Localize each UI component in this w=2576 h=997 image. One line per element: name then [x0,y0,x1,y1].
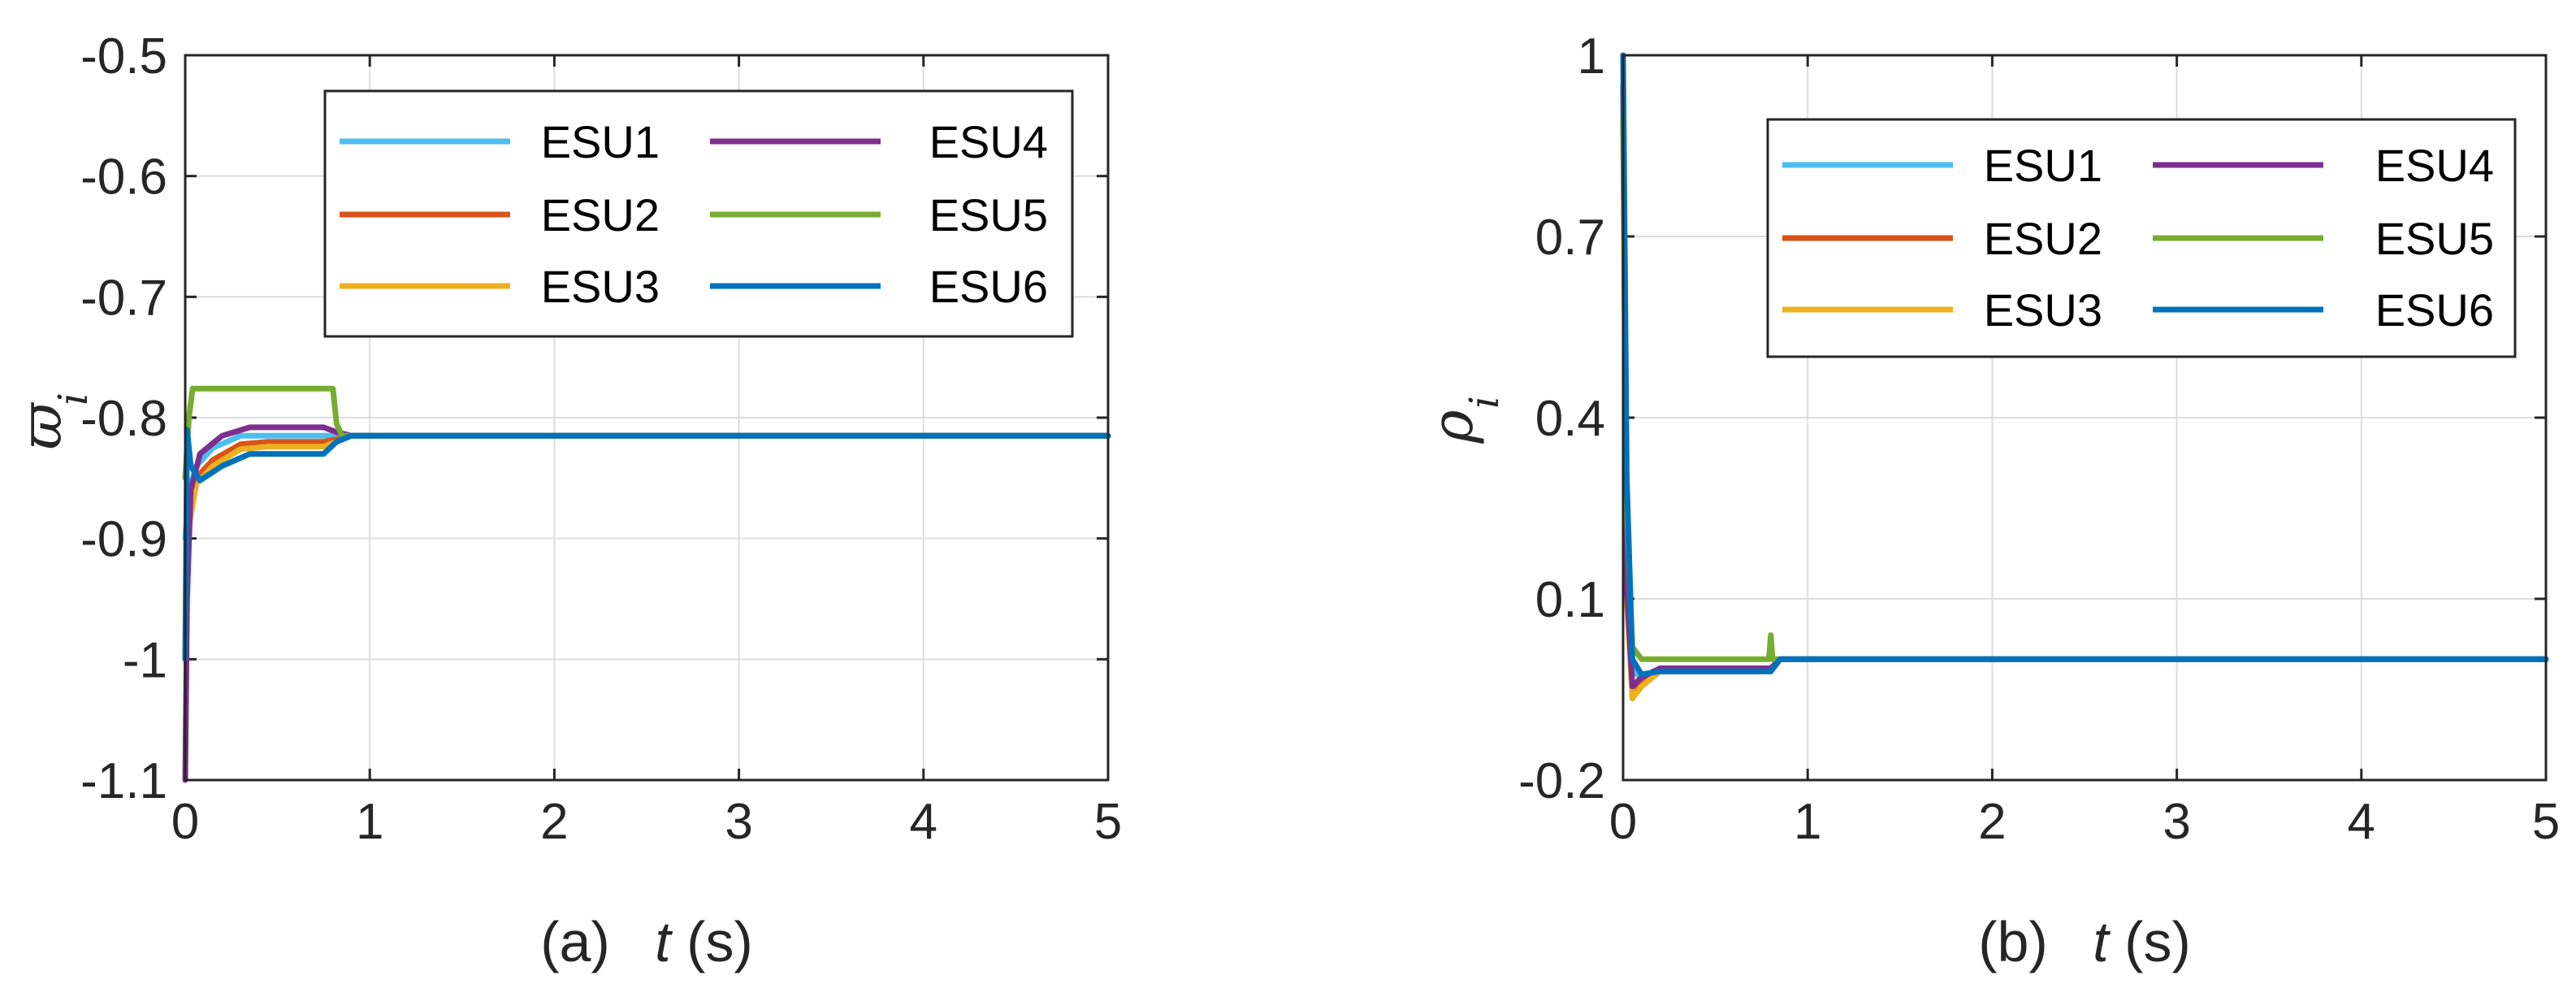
x-axis-var-a: t [655,910,673,973]
caption-prefix-b: (b) [1978,910,2048,973]
y-tick-label: -1.1 [80,753,167,809]
x-tick-labels-a: 0 1 2 3 4 5 [171,794,1122,850]
legend-label-esu6: ESU6 [929,261,1048,312]
y-tick-label: 1 [1578,28,1605,85]
axes-box-b [1621,54,2548,782]
legend-label-esu5: ESU5 [929,189,1048,241]
y-tick-label: -0.7 [80,270,167,326]
x-tick-label: 3 [2163,794,2190,850]
legend-label-esu2: ESU2 [1984,213,2102,264]
series-group-a [182,385,1111,783]
y-axis-label-a: ϖ i [8,392,97,450]
series-line-esu6 [1620,52,2549,678]
x-tick-label: 3 [725,794,752,850]
x-tick-label: 2 [1978,794,2006,850]
legend-b: ESU1 ESU2 ESU3 ESU4 ESU5 ESU6 [1766,118,2517,358]
x-axis-unit-b: (s) [2124,910,2191,973]
axes-box-a [184,54,1110,782]
y-axis-subscript-b: i [1461,396,1508,409]
y-tick-labels-b: 1 0.7 0.4 0.1 -0.2 [1518,28,1605,809]
legend-label-esu1: ESU1 [1984,140,2102,191]
caption-prefix-a: (a) [540,910,610,973]
legend-label-esu3: ESU3 [541,261,660,312]
legend-label-esu6: ESU6 [2375,284,2494,336]
x-tick-label: 0 [1609,794,1637,850]
x-tick-labels-b: 0 1 2 3 4 5 [1609,794,2560,850]
x-axis-label-a: (a) t (s) [540,910,753,973]
series-group-b [1620,52,2549,702]
legend-label-esu4: ESU4 [2375,140,2494,191]
y-tick-label: 0.1 [1535,572,1605,628]
y-tick-labels-a: -0.5 -0.6 -0.7 -0.8 -0.9 -1 -1.1 [80,28,167,809]
y-tick-label: 0.7 [1535,210,1605,266]
x-tick-label: 1 [1794,794,1821,850]
series-line-esu5 [182,385,1111,481]
legend-label-esu4: ESU4 [929,116,1048,167]
legend-a: ESU1 ESU2 ESU3 ESU4 ESU5 ESU6 [323,89,1074,338]
y-axis-label-b: ρ i [1419,396,1508,444]
y-tick-label: -1 [123,632,167,688]
series-line-esu6 [182,427,1111,662]
x-tick-label: 2 [540,794,568,850]
y-tick-label: -0.8 [80,391,167,447]
legend-label-esu1: ESU1 [541,116,660,167]
y-tick-label: -0.2 [1518,753,1605,809]
y-axis-symbol-a: ϖ [8,402,75,450]
legend-label-esu5: ESU5 [2375,213,2494,264]
y-axis-subscript-a: i [50,392,97,405]
y-tick-label: -0.5 [80,28,167,85]
y-tick-label: 0.4 [1535,391,1605,447]
y-axis-symbol-b: ρ [1419,410,1486,444]
x-tick-label: 5 [1094,794,1122,850]
x-tick-label: 4 [2348,794,2375,850]
x-tick-label: 5 [2532,794,2560,850]
x-axis-label-b: (b) t (s) [1978,910,2191,973]
x-tick-label: 4 [910,794,937,850]
x-tick-label: 1 [356,794,383,850]
y-tick-label: -0.6 [80,150,167,206]
y-tick-label: -0.9 [80,512,167,568]
legend-label-esu2: ESU2 [541,189,660,241]
x-axis-var-b: t [2093,910,2111,973]
legend-label-esu3: ESU3 [1984,284,2102,336]
x-tick-label: 0 [171,794,199,850]
x-axis-unit-a: (s) [686,910,753,973]
